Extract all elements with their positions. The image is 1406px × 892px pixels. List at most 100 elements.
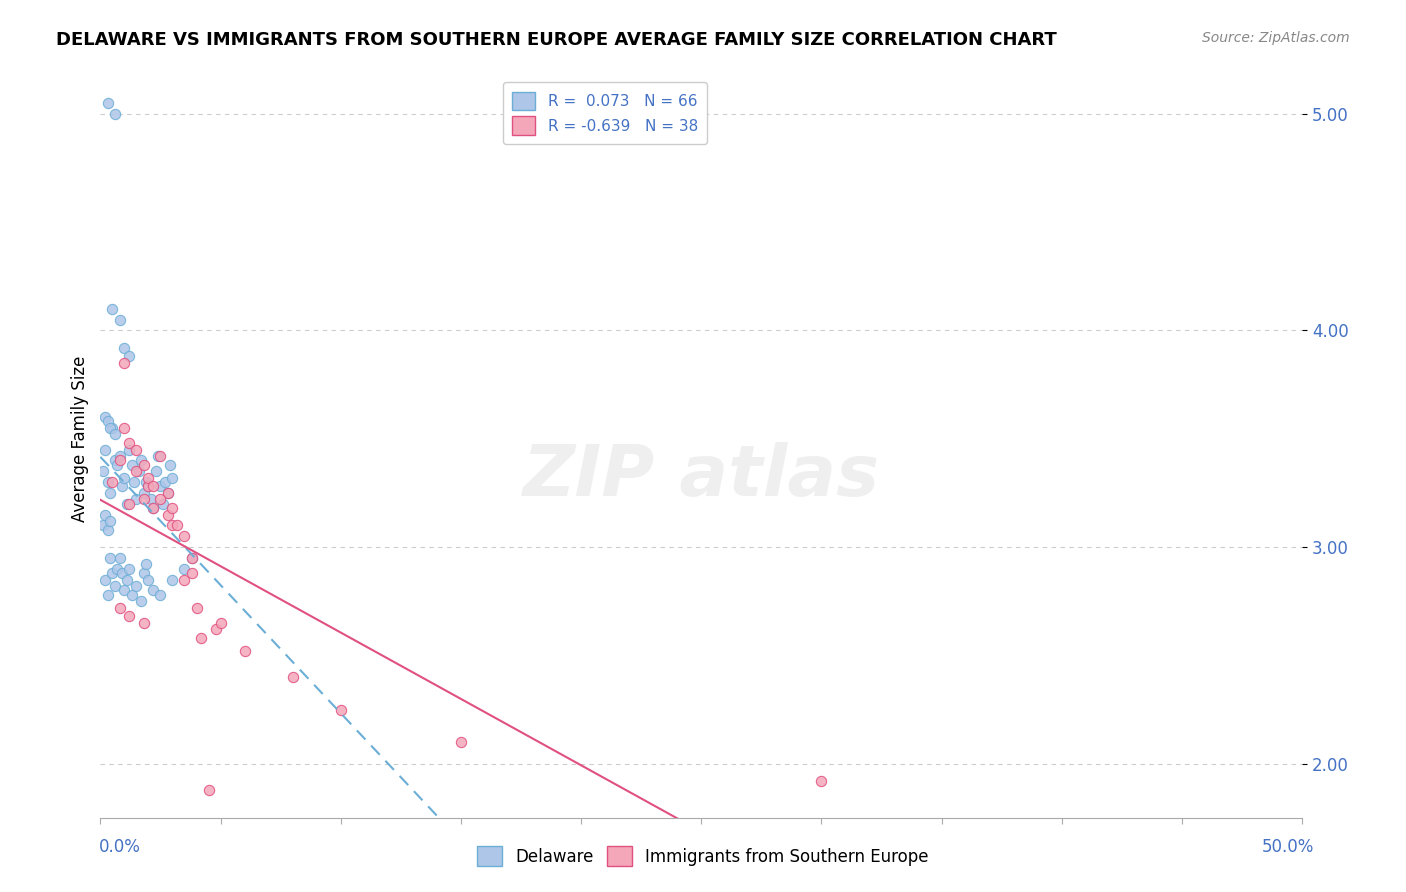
Point: [94, 508, 117, 522]
Point: [112, 583, 135, 598]
Point: [129, 453, 152, 467]
Point: [281, 670, 304, 684]
Point: [108, 453, 131, 467]
Point: [155, 475, 177, 489]
Point: [138, 573, 160, 587]
Point: [128, 464, 150, 478]
Point: [162, 518, 184, 533]
Text: DELAWARE VS IMMIGRANTS FROM SOUTHERN EUROPE AVERAGE FAMILY SIZE CORRELATION CHAR: DELAWARE VS IMMIGRANTS FROM SOUTHERN EUR…: [56, 31, 1057, 49]
Point: [810, 774, 832, 789]
Point: [125, 464, 148, 478]
Legend: R =  0.073   N = 66, R = -0.639   N = 38: R = 0.073 N = 66, R = -0.639 N = 38: [503, 82, 707, 145]
Point: [98, 421, 121, 435]
Point: [180, 550, 202, 565]
Point: [101, 301, 124, 316]
Point: [142, 501, 165, 516]
Point: [112, 356, 135, 370]
Point: [142, 583, 165, 598]
Text: ZIP atlas: ZIP atlas: [523, 442, 880, 511]
Point: [94, 442, 117, 457]
Point: [197, 782, 219, 797]
Point: [132, 458, 155, 472]
Point: [145, 464, 167, 478]
Point: [186, 600, 208, 615]
Point: [112, 471, 135, 485]
Point: [125, 579, 148, 593]
Point: [135, 475, 157, 489]
Point: [111, 566, 134, 580]
Point: [97, 95, 120, 110]
Point: [97, 475, 120, 489]
Point: [125, 492, 148, 507]
Point: [173, 573, 195, 587]
Point: [98, 514, 121, 528]
Point: [105, 562, 128, 576]
Point: [162, 501, 184, 516]
Point: [146, 449, 169, 463]
Point: [129, 594, 152, 608]
Point: [121, 588, 143, 602]
Point: [135, 558, 157, 572]
Point: [180, 566, 202, 580]
Point: [118, 436, 141, 450]
Point: [108, 312, 131, 326]
Point: [149, 492, 172, 507]
Point: [98, 550, 121, 565]
Point: [173, 529, 195, 543]
Point: [156, 508, 179, 522]
Point: [329, 703, 352, 717]
Point: [132, 492, 155, 507]
Point: [149, 449, 172, 463]
Point: [111, 479, 134, 493]
Point: [125, 442, 148, 457]
Point: [101, 421, 124, 435]
Point: [204, 623, 226, 637]
Point: [101, 566, 124, 580]
Point: [97, 588, 120, 602]
Legend: Delaware, Immigrants from Southern Europe: Delaware, Immigrants from Southern Europ…: [468, 838, 938, 875]
Point: [152, 497, 174, 511]
Point: [118, 442, 141, 457]
Point: [91, 518, 114, 533]
Point: [450, 735, 472, 749]
Point: [104, 107, 127, 121]
Point: [91, 464, 114, 478]
Text: Source: ZipAtlas.com: Source: ZipAtlas.com: [1202, 31, 1350, 45]
Point: [101, 475, 124, 489]
Point: [108, 550, 131, 565]
Point: [97, 523, 120, 537]
Point: [138, 471, 160, 485]
Point: [138, 479, 160, 493]
Point: [108, 600, 131, 615]
Point: [209, 615, 232, 630]
Point: [118, 609, 141, 624]
Text: 0.0%: 0.0%: [98, 838, 141, 855]
Point: [156, 486, 179, 500]
Point: [142, 501, 165, 516]
Point: [112, 341, 135, 355]
Point: [118, 497, 141, 511]
Point: [104, 427, 127, 442]
Point: [118, 350, 141, 364]
Point: [142, 479, 165, 493]
Point: [108, 449, 131, 463]
Point: [104, 453, 127, 467]
Point: [162, 573, 184, 587]
Point: [173, 562, 195, 576]
Point: [180, 550, 202, 565]
Point: [98, 486, 121, 500]
Point: [138, 479, 160, 493]
Point: [162, 471, 184, 485]
Point: [105, 458, 128, 472]
Point: [159, 458, 181, 472]
Point: [132, 566, 155, 580]
Point: [115, 573, 138, 587]
Point: [94, 410, 117, 425]
Point: [112, 421, 135, 435]
Point: [132, 615, 155, 630]
Point: [139, 492, 162, 507]
Point: [97, 414, 120, 428]
Point: [121, 458, 143, 472]
Point: [166, 518, 188, 533]
Point: [122, 475, 145, 489]
